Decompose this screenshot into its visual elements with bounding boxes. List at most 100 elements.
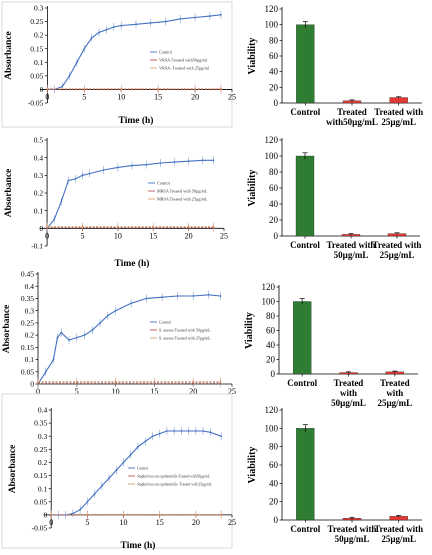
legend: Control MRSA Treated with 50µg/mL MRSA Tre… bbox=[148, 181, 208, 202]
data-point bbox=[83, 47, 86, 50]
data-point bbox=[194, 430, 197, 432]
data-point bbox=[81, 174, 84, 177]
x-tick-label: 20 bbox=[185, 231, 193, 240]
data-point bbox=[149, 22, 152, 24]
data-point bbox=[180, 430, 183, 432]
data-point bbox=[131, 164, 133, 167]
x-tick-label: 10 bbox=[117, 92, 125, 101]
data-point bbox=[102, 169, 105, 171]
data-point bbox=[209, 431, 212, 434]
category-label: 25µg/mL bbox=[377, 398, 412, 408]
y-tick-label: 0.35 bbox=[34, 419, 47, 428]
y-tick-label: 0.1 bbox=[34, 58, 44, 67]
x-tick-label: 0 bbox=[36, 387, 40, 396]
category-label: Treated bbox=[380, 378, 410, 388]
data-point bbox=[120, 87, 123, 90]
data-point bbox=[207, 293, 210, 296]
data-point bbox=[81, 225, 84, 228]
data-point bbox=[44, 370, 47, 373]
category-label: 25µg/mL bbox=[381, 117, 416, 127]
y-axis-label: Absorbance bbox=[4, 31, 14, 80]
y-tick-label: 40 bbox=[269, 478, 279, 488]
y-tick-label: 0.25 bbox=[34, 445, 47, 454]
data-point bbox=[114, 380, 117, 383]
y-tick-label: 0 bbox=[39, 224, 43, 233]
y-tick-label: -0.05 bbox=[32, 524, 48, 533]
data-point bbox=[46, 87, 49, 90]
y-tick-label: 120 bbox=[265, 4, 279, 14]
data-point bbox=[194, 16, 196, 19]
legend: Control VRSA-Treated with50µg/ml VRSA- Tre… bbox=[150, 50, 210, 71]
data-point bbox=[137, 445, 139, 448]
x-axis-label: Time (h) bbox=[121, 540, 156, 550]
data-point bbox=[83, 334, 86, 337]
y-tick-label: 100 bbox=[265, 151, 279, 161]
y-tick-label: 0.1 bbox=[34, 206, 44, 215]
y-tick-label: 60 bbox=[269, 51, 279, 61]
data-point bbox=[129, 453, 132, 456]
data-point bbox=[179, 17, 182, 20]
y-tick-label: 20 bbox=[269, 497, 279, 507]
category-label: Treated with bbox=[374, 524, 423, 534]
data-point bbox=[135, 23, 137, 26]
data-point bbox=[68, 339, 70, 341]
x-tick-label: 25 bbox=[228, 387, 236, 396]
bar-chart-3: 0 20 40 60 80 100 120 Viability Control Treated w… bbox=[247, 135, 421, 260]
category-label: Treated bbox=[334, 378, 364, 388]
data-point bbox=[220, 13, 222, 16]
x-tick-label: 0 bbox=[49, 518, 53, 527]
x-tick-label: 15 bbox=[150, 387, 158, 396]
y-tick-label: 0.4 bbox=[34, 153, 44, 162]
data-point bbox=[157, 87, 160, 90]
y-axis-label: Viability bbox=[247, 447, 258, 484]
data-point bbox=[98, 31, 100, 34]
legend-label: Control bbox=[137, 467, 148, 471]
data-point bbox=[144, 440, 147, 443]
data-point bbox=[112, 26, 115, 28]
y-tick-label: -0.1 bbox=[31, 242, 43, 251]
data-point bbox=[93, 493, 96, 495]
y-tick-label: 0 bbox=[274, 98, 279, 108]
category-label: 50µg/mL bbox=[334, 250, 369, 260]
y-tick-label: 100 bbox=[265, 20, 279, 30]
y-tick-label: 80 bbox=[269, 35, 279, 45]
bar bbox=[293, 301, 312, 375]
legend-label: S. aureus Treated with 50µg/mL bbox=[159, 328, 211, 333]
data-point bbox=[161, 296, 164, 299]
series-line bbox=[46, 159, 214, 229]
data-point bbox=[122, 461, 125, 464]
y-tick-label: 0.2 bbox=[25, 331, 35, 340]
y-tick-label: 0.3 bbox=[38, 432, 48, 441]
y-tick-label: 60 bbox=[269, 460, 279, 470]
data-point bbox=[158, 432, 161, 435]
data-point bbox=[86, 513, 89, 516]
data-point bbox=[220, 435, 223, 438]
data-point bbox=[219, 380, 222, 383]
data-point bbox=[176, 295, 179, 297]
data-point bbox=[88, 172, 91, 175]
legend-label: Staphylococcus epidermidis-Treated with5… bbox=[137, 475, 210, 479]
y-tick-label: 100 bbox=[262, 297, 276, 307]
data-point bbox=[74, 177, 77, 180]
bar-chart-7: 0 20 40 60 80 100 120 Viability Control Treated w… bbox=[247, 405, 423, 544]
legend-label: VRSA-Treated with50µg/ml bbox=[159, 58, 208, 63]
y-tick-label: 0.3 bbox=[25, 306, 35, 315]
data-point bbox=[151, 435, 154, 438]
series-1 bbox=[37, 378, 222, 387]
y-tick-label: 80 bbox=[266, 311, 276, 321]
data-point bbox=[91, 329, 94, 332]
category-label: Control bbox=[290, 240, 320, 250]
data-point bbox=[164, 20, 167, 23]
category-label: Control bbox=[290, 107, 320, 117]
data-point bbox=[152, 225, 155, 228]
series-2 bbox=[37, 377, 222, 386]
series-0 bbox=[37, 290, 222, 388]
data-point bbox=[212, 159, 215, 162]
data-point bbox=[86, 500, 89, 503]
y-tick-label: 0.15 bbox=[34, 471, 47, 480]
y-tick-label: 20 bbox=[266, 355, 276, 365]
data-point bbox=[60, 331, 63, 334]
y-tick-label: 0 bbox=[40, 85, 44, 94]
